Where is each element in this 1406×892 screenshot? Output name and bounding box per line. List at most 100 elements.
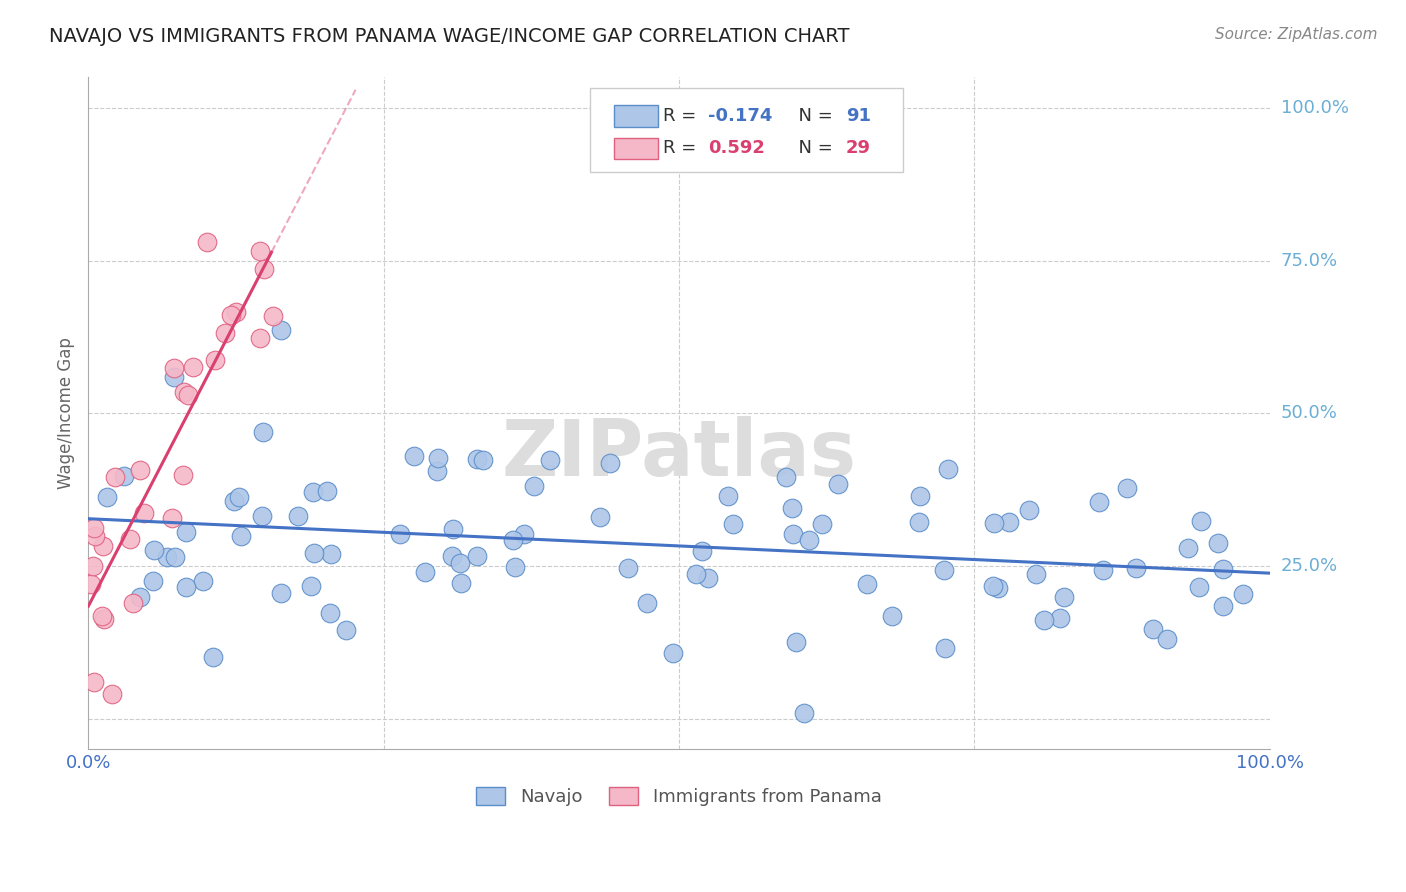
Point <box>983 516 1005 530</box>
Point <box>118 532 141 546</box>
Text: 100.0%: 100.0% <box>1281 99 1348 117</box>
Point <box>465 452 488 467</box>
Point <box>589 510 612 524</box>
Point <box>427 451 450 466</box>
Point <box>1142 622 1164 636</box>
Point <box>1212 562 1234 576</box>
Point <box>1212 599 1234 613</box>
Point <box>1125 561 1147 575</box>
Point <box>163 370 186 384</box>
Point <box>143 542 166 557</box>
Point <box>160 511 183 525</box>
Point <box>219 308 242 322</box>
Point <box>907 515 929 529</box>
Point <box>165 549 187 564</box>
Point <box>1018 503 1040 517</box>
Text: 91: 91 <box>846 107 870 125</box>
Point <box>465 549 488 563</box>
Point <box>782 527 804 541</box>
Point <box>827 476 849 491</box>
Point <box>908 489 931 503</box>
Point <box>685 566 707 581</box>
Point <box>176 525 198 540</box>
Point <box>174 580 197 594</box>
Point <box>225 305 247 319</box>
Text: R =: R = <box>662 139 702 157</box>
Text: 25.0%: 25.0% <box>1281 558 1339 575</box>
Point <box>129 463 152 477</box>
Point <box>270 585 292 599</box>
Point <box>662 646 685 660</box>
Point <box>228 490 250 504</box>
Point <box>936 462 959 476</box>
Point <box>156 549 179 564</box>
Point <box>1189 514 1212 528</box>
Point <box>987 581 1010 595</box>
Point <box>793 706 815 720</box>
Text: 0.592: 0.592 <box>707 139 765 157</box>
Point <box>262 309 284 323</box>
Point <box>1091 563 1114 577</box>
Text: 50.0%: 50.0% <box>1281 404 1337 423</box>
Point <box>129 590 152 604</box>
Point <box>636 596 658 610</box>
Point <box>472 453 495 467</box>
Point <box>1033 613 1056 627</box>
Point <box>321 547 343 561</box>
Point <box>121 595 143 609</box>
Point <box>287 508 309 523</box>
Point <box>173 384 195 399</box>
Point <box>335 623 357 637</box>
Point <box>441 523 464 537</box>
Point <box>177 388 200 402</box>
Point <box>782 501 804 516</box>
Point <box>1116 481 1139 495</box>
Point <box>981 579 1004 593</box>
FancyBboxPatch shape <box>591 87 904 171</box>
Point <box>302 546 325 560</box>
FancyBboxPatch shape <box>614 137 658 159</box>
Point <box>83 520 105 534</box>
Point <box>96 491 118 505</box>
Point <box>91 539 114 553</box>
Text: Source: ZipAtlas.com: Source: ZipAtlas.com <box>1215 27 1378 42</box>
Point <box>415 565 437 579</box>
Point <box>785 634 807 648</box>
Text: R =: R = <box>662 107 702 125</box>
Point <box>250 509 273 524</box>
Point <box>204 353 226 368</box>
Point <box>404 449 426 463</box>
Point <box>721 516 744 531</box>
Point <box>1049 611 1071 625</box>
Point <box>934 641 956 656</box>
Point <box>101 687 124 701</box>
Point <box>717 489 740 503</box>
Point <box>882 609 904 624</box>
Point <box>1088 495 1111 509</box>
Point <box>181 359 204 374</box>
Point <box>450 576 472 591</box>
Text: 29: 29 <box>846 139 870 157</box>
Point <box>513 527 536 541</box>
Point <box>252 425 274 439</box>
Point <box>83 675 105 690</box>
Point <box>299 579 322 593</box>
Point <box>93 612 115 626</box>
Text: NAVAJO VS IMMIGRANTS FROM PANAMA WAGE/INCOME GAP CORRELATION CHART: NAVAJO VS IMMIGRANTS FROM PANAMA WAGE/IN… <box>49 27 849 45</box>
Y-axis label: Wage/Income Gap: Wage/Income Gap <box>58 337 75 490</box>
Point <box>249 331 271 345</box>
Point <box>301 485 323 500</box>
Point <box>195 235 218 250</box>
Text: 75.0%: 75.0% <box>1281 252 1339 269</box>
Point <box>316 483 339 498</box>
Point <box>231 529 253 543</box>
Point <box>191 574 214 588</box>
Point <box>1177 541 1199 556</box>
Point <box>856 577 879 591</box>
Point <box>1232 586 1254 600</box>
Point <box>690 544 713 558</box>
Text: N =: N = <box>787 107 838 125</box>
Text: -0.174: -0.174 <box>707 107 772 125</box>
Text: N =: N = <box>787 139 838 157</box>
Point <box>441 549 464 563</box>
